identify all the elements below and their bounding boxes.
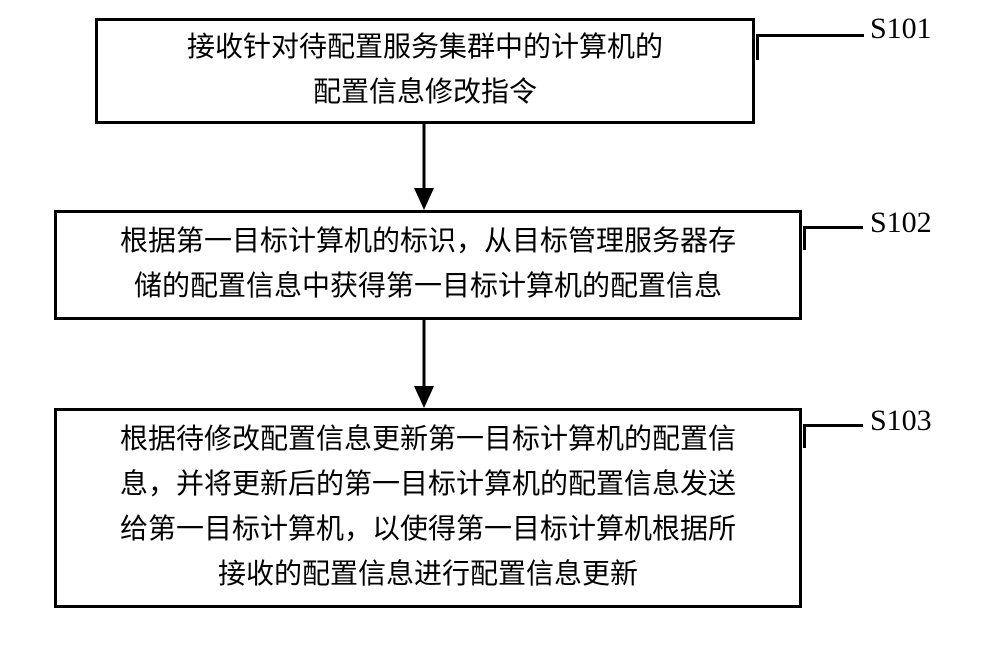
callout-line	[803, 424, 806, 448]
flow-arrow	[404, 320, 444, 408]
node-text: 根据待修改配置信息更新第一目标计算机的配置信	[120, 424, 736, 455]
node-text: 息，并将更新后的第一目标计算机的配置信息发送	[120, 469, 736, 500]
step-label-s103: S103	[870, 404, 932, 438]
node-text: 接收的配置信息进行配置信息更新	[218, 559, 638, 590]
node-text: 配置信息修改指令	[313, 77, 537, 108]
step-label-s101: S101	[870, 12, 932, 46]
callout-line	[803, 424, 863, 427]
flow-node-s102: 根据第一目标计算机的标识，从目标管理服务器存 储的配置信息中获得第一目标计算机的…	[54, 210, 802, 320]
flow-node-s103: 根据待修改配置信息更新第一目标计算机的配置信 息，并将更新后的第一目标计算机的配…	[54, 408, 802, 608]
flowchart-canvas: 接收针对待配置服务集群中的计算机的 配置信息修改指令 S101 根据第一目标计算…	[0, 0, 1000, 666]
node-text: 接收针对待配置服务集群中的计算机的	[187, 32, 663, 63]
callout-line	[803, 226, 806, 250]
callout-line	[756, 34, 759, 60]
step-label-s102: S102	[870, 206, 932, 240]
node-text: 给第一目标计算机，以使得第一目标计算机根据所	[120, 514, 736, 545]
callout-line	[803, 226, 863, 229]
node-text: 储的配置信息中获得第一目标计算机的配置信息	[134, 271, 722, 302]
node-text: 根据第一目标计算机的标识，从目标管理服务器存	[120, 226, 736, 257]
flow-arrow	[404, 124, 444, 210]
callout-line	[756, 34, 864, 37]
flow-node-s101: 接收针对待配置服务集群中的计算机的 配置信息修改指令	[95, 18, 755, 124]
